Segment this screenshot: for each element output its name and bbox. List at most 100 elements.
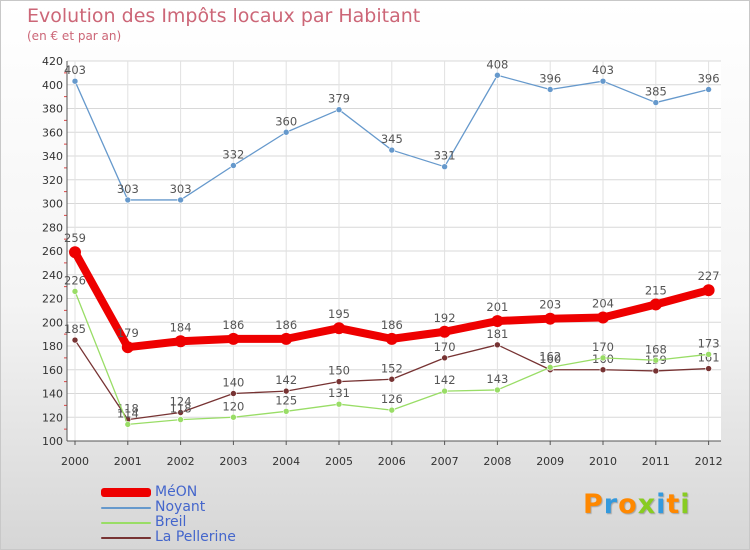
data-point [652, 367, 660, 375]
data-label: 150 [328, 364, 350, 378]
data-label: 259 [64, 231, 86, 245]
data-label: 204 [592, 297, 614, 311]
data-point [599, 354, 607, 362]
y-tick-label: 160 [42, 364, 63, 377]
data-point [121, 341, 134, 354]
data-label: 186 [222, 318, 244, 332]
brand-logo: Proxiti [583, 489, 691, 520]
data-label: 142 [434, 373, 456, 387]
y-tick-label: 320 [42, 174, 63, 187]
data-label: 140 [222, 376, 244, 390]
data-label: 403 [64, 63, 86, 77]
data-label: 303 [117, 182, 139, 196]
data-label: 303 [170, 182, 192, 196]
legend-item: La Pellerine [101, 530, 236, 545]
legend-label: Noyant [155, 499, 206, 515]
data-point [491, 315, 504, 328]
data-point [71, 77, 79, 85]
brand-letter: t [666, 489, 681, 520]
data-label: 396 [539, 72, 561, 86]
data-point [124, 421, 132, 428]
data-label: 142 [275, 373, 297, 387]
y-tick-label: 240 [42, 269, 63, 282]
legend-label: MéON [155, 484, 198, 500]
data-point [438, 325, 451, 338]
data-point [494, 386, 501, 394]
brand-letter: i [656, 489, 667, 520]
data-label: 360 [275, 114, 297, 128]
data-label: 179 [117, 326, 139, 340]
data-point [705, 365, 712, 372]
y-tick-label: 380 [42, 103, 63, 116]
data-point [546, 364, 554, 371]
data-label: 160 [539, 352, 561, 366]
data-point [335, 378, 343, 385]
data-label: 131 [328, 386, 350, 400]
legend-item: Noyant [101, 500, 236, 515]
legend-item: Breil [101, 515, 236, 530]
x-tick-label: 2007 [431, 455, 459, 468]
legend-label: Breil [155, 514, 187, 530]
data-label: 181 [486, 327, 508, 341]
data-label: 331 [434, 149, 456, 163]
y-tick-label: 360 [42, 126, 63, 139]
data-point [230, 390, 237, 397]
y-tick-label: 280 [42, 221, 63, 234]
x-tick-label: 2009 [536, 455, 564, 468]
data-point [599, 366, 607, 374]
brand-letter: x [637, 489, 657, 520]
data-label: 162 [539, 349, 561, 363]
data-label: 186 [381, 318, 403, 332]
legend-swatch [101, 521, 151, 524]
data-point [280, 332, 293, 345]
data-point [599, 77, 607, 85]
legend-item: MéON [101, 485, 236, 500]
y-tick-label: 140 [42, 388, 63, 401]
data-point [282, 128, 290, 136]
data-label: 185 [64, 322, 86, 336]
x-tick-label: 2011 [642, 455, 670, 468]
x-tick-label: 2000 [61, 455, 89, 468]
data-point [385, 332, 398, 345]
y-tick-label: 300 [42, 198, 63, 211]
data-label: 201 [486, 300, 508, 314]
data-point [441, 387, 448, 395]
data-label: 332 [222, 148, 244, 162]
brand-letter: P [583, 489, 604, 520]
data-point [652, 99, 660, 106]
data-label: 192 [434, 311, 456, 325]
data-point [441, 354, 448, 362]
data-label: 186 [275, 318, 297, 332]
x-tick-label: 2003 [219, 455, 247, 468]
data-label: 396 [698, 72, 720, 86]
data-point [124, 196, 132, 204]
data-label: 203 [539, 298, 561, 312]
data-point [597, 311, 609, 324]
brand-letter: r [603, 489, 619, 520]
x-tick-label: 2005 [325, 455, 353, 468]
data-point [230, 162, 237, 169]
chart-subtitle: (en € et par an) [27, 29, 122, 43]
y-tick-label: 200 [42, 316, 63, 329]
data-point [230, 413, 237, 421]
data-label: 120 [222, 399, 244, 413]
y-tick-label: 120 [42, 411, 63, 424]
data-label: 118 [170, 402, 192, 416]
brand-letter: i [680, 489, 691, 520]
data-label: 345 [381, 132, 403, 146]
y-tick-label: 100 [42, 435, 63, 448]
data-label: 124 [170, 395, 192, 409]
data-point [494, 341, 501, 349]
data-label: 379 [328, 92, 350, 106]
data-point [71, 288, 79, 295]
x-tick-label: 2012 [695, 455, 723, 468]
data-label: 226 [64, 273, 86, 287]
y-tick-label: 260 [42, 245, 63, 258]
data-label: 184 [170, 320, 192, 334]
data-point [702, 284, 715, 297]
data-point [441, 163, 448, 170]
data-label: 215 [645, 283, 667, 297]
data-point [388, 146, 396, 154]
data-point [388, 406, 396, 414]
